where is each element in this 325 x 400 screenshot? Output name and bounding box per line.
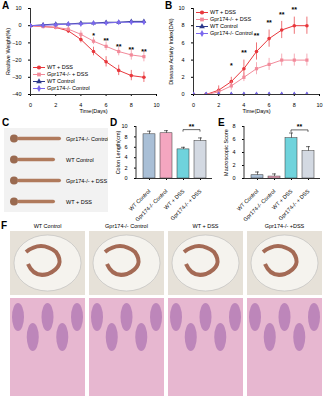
svg-text:8: 8: [293, 102, 296, 108]
svg-text:*: *: [92, 32, 95, 39]
html-text:D: D: [110, 117, 118, 128]
svg-text:WT + DSS: WT + DSS: [66, 199, 92, 205]
svg-text:−40: −40: [12, 91, 21, 97]
svg-text:WT Control: WT Control: [66, 157, 94, 163]
svg-text:0: 0: [124, 175, 127, 181]
svg-text:**: **: [189, 123, 195, 130]
html-text:Gpr174-/- Control: Gpr174-/- Control: [47, 85, 90, 91]
svg-text:Time(Days): Time(Days): [242, 108, 270, 114]
svg-text:Gpr174-/- + DSS: Gpr174-/- + DSS: [169, 188, 203, 222]
svg-text:0: 0: [232, 175, 235, 181]
svg-text:Gpr174-/- Control: Gpr174-/- Control: [105, 223, 148, 229]
svg-text:WT Control: WT Control: [235, 188, 260, 212]
html-text:Gpr174-/- Control: Gpr174-/- Control: [210, 30, 253, 36]
svg-text:−10: −10: [12, 40, 21, 46]
svg-text:6: 6: [124, 144, 127, 150]
svg-text:Macroscopic Score: Macroscopic Score: [223, 129, 229, 176]
svg-text:4: 4: [242, 102, 246, 109]
svg-text:4: 4: [232, 149, 235, 155]
html-text:E: E: [218, 117, 225, 128]
html-text:WT Control: WT Control: [47, 78, 75, 84]
svg-text:Gpr174-/- + DSS: Gpr174-/- + DSS: [277, 188, 311, 222]
html-text:Gpr174-/- + DSS: Gpr174-/- + DSS: [47, 71, 89, 77]
svg-text:4: 4: [79, 102, 83, 109]
svg-text:8: 8: [181, 22, 184, 28]
svg-text:**: **: [103, 37, 109, 44]
svg-text:8: 8: [130, 102, 133, 108]
svg-text:10: 10: [316, 102, 322, 108]
html-text:B: B: [165, 0, 173, 11]
svg-text:Gpr174-/- + DSS: Gpr174-/- + DSS: [66, 178, 107, 184]
svg-text:4: 4: [181, 57, 184, 63]
svg-text:Realtive Weight(%): Realtive Weight(%): [5, 28, 11, 75]
svg-text:−20: −20: [12, 57, 21, 63]
html-text:F: F: [1, 220, 8, 231]
svg-text:WT Control: WT Control: [34, 223, 62, 229]
svg-text:**: **: [266, 19, 272, 26]
svg-text:**: **: [292, 6, 298, 13]
svg-text:0: 0: [181, 91, 184, 97]
svg-text:10: 10: [121, 123, 127, 129]
svg-text:−30: −30: [12, 74, 21, 80]
svg-text:2: 2: [124, 165, 127, 171]
svg-text:6: 6: [181, 40, 184, 46]
svg-text:**: **: [116, 43, 122, 50]
svg-text:10: 10: [15, 5, 21, 11]
svg-text:10: 10: [178, 5, 184, 11]
svg-text:WT + DSS: WT + DSS: [162, 188, 186, 211]
svg-text:Gpr174-/- Control: Gpr174-/- Control: [133, 188, 169, 223]
svg-text:6: 6: [232, 136, 235, 142]
svg-text:WT + DSS: WT + DSS: [192, 223, 218, 229]
svg-text:Time(Days): Time(Days): [79, 108, 107, 114]
svg-text:**: **: [254, 32, 260, 39]
svg-text:6: 6: [104, 102, 108, 109]
svg-text:**: **: [141, 48, 147, 55]
svg-text:6: 6: [267, 102, 271, 109]
html-text:C: C: [2, 117, 10, 128]
svg-text:2: 2: [232, 162, 235, 168]
svg-text:**: **: [279, 11, 285, 18]
svg-text:Disease Activity Index(DAI): Disease Activity Index(DAI): [168, 18, 174, 84]
svg-text:8: 8: [232, 123, 235, 129]
svg-text:4: 4: [124, 154, 127, 160]
svg-text:Gpr174-/- Control: Gpr174-/- Control: [66, 136, 108, 142]
svg-text:0: 0: [18, 22, 21, 28]
svg-text:2: 2: [217, 102, 220, 108]
svg-text:Gpr174-/- +DSS: Gpr174-/- +DSS: [265, 223, 305, 229]
svg-text:WT Control: WT Control: [127, 188, 152, 212]
svg-text:**: **: [129, 46, 135, 53]
html-text:Gpr174-/- + DSS: Gpr174-/- + DSS: [210, 16, 252, 22]
svg-text:**: **: [241, 49, 247, 56]
svg-text:**: **: [297, 123, 303, 130]
html-text:A: A: [2, 0, 10, 11]
svg-text:8: 8: [124, 134, 127, 140]
svg-text:*: *: [230, 62, 233, 69]
html-text:WT + DSS: WT + DSS: [47, 64, 73, 70]
svg-text:0: 0: [192, 102, 195, 108]
svg-text:WT + DSS: WT + DSS: [270, 188, 294, 211]
svg-text:2: 2: [181, 74, 184, 80]
svg-text:10: 10: [153, 102, 159, 108]
html-text:WT + DSS: WT + DSS: [210, 9, 236, 15]
svg-text:Gpr174-/- Control: Gpr174-/- Control: [241, 188, 277, 223]
svg-text:0: 0: [29, 102, 32, 108]
svg-text:2: 2: [54, 102, 57, 108]
svg-text:Colon Length(cm): Colon Length(cm): [115, 130, 121, 174]
html-text:WT Control: WT Control: [210, 23, 238, 29]
